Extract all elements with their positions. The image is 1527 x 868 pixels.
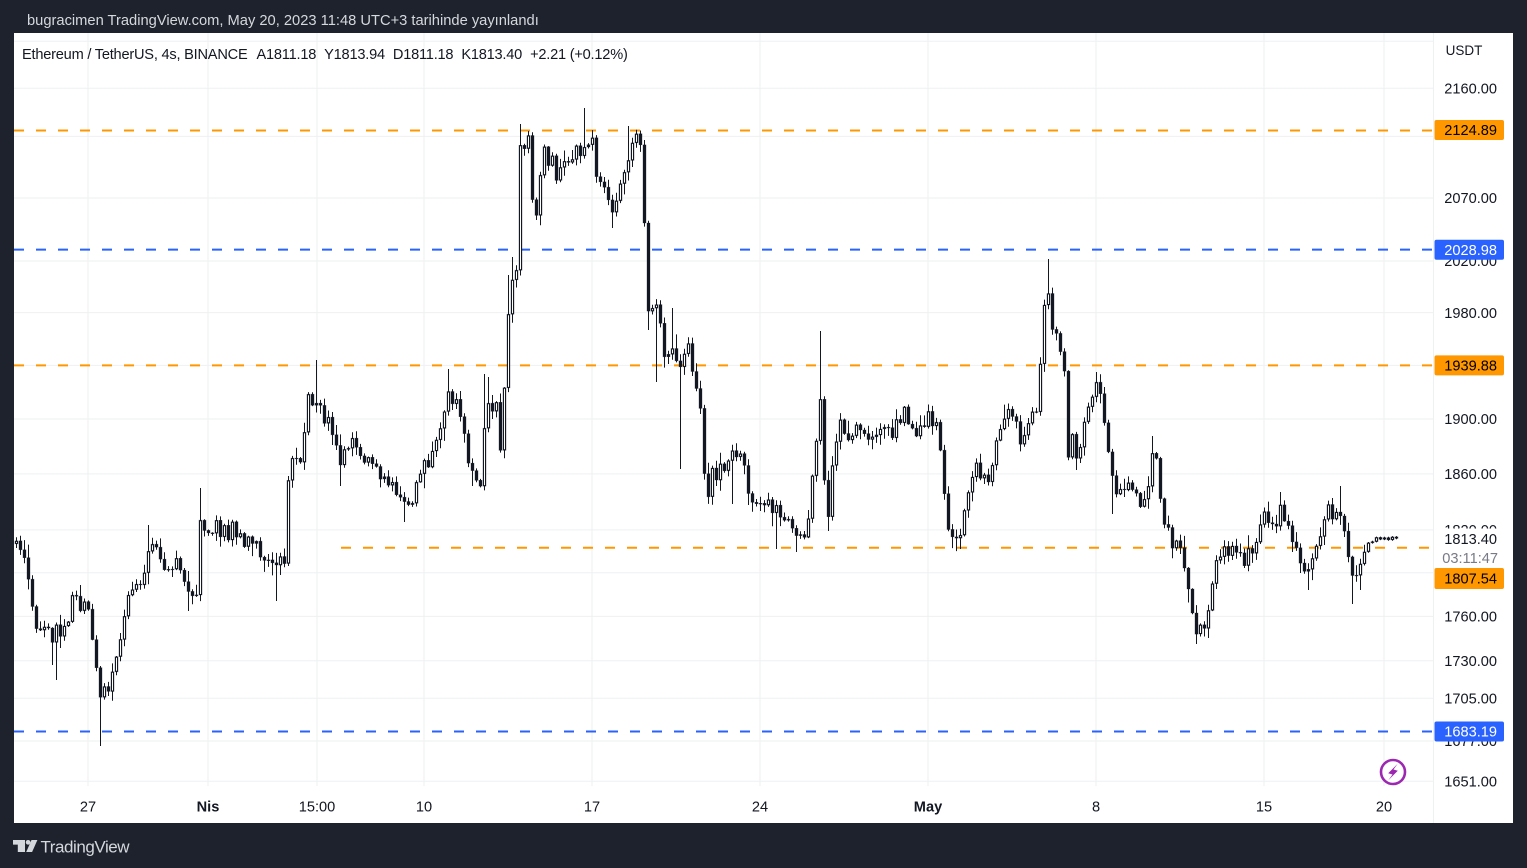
svg-text:1683.19: 1683.19 (1444, 725, 1497, 741)
svg-text:1651.00: 1651.00 (1444, 775, 1497, 791)
svg-text:1730.00: 1730.00 (1444, 654, 1497, 670)
svg-text:Ethereum / TetherUS, 4s, BINAN: Ethereum / TetherUS, 4s, BINANCE A1811.18… (22, 47, 628, 63)
svg-text:1760.00: 1760.00 (1444, 610, 1497, 626)
svg-text:TradingView: TradingView (41, 838, 131, 857)
svg-text:1900.00: 1900.00 (1444, 412, 1497, 428)
svg-text:2124.89: 2124.89 (1444, 123, 1497, 139)
svg-text:8: 8 (1092, 800, 1100, 816)
svg-text:USDT: USDT (1446, 43, 1483, 58)
svg-text:2160.00: 2160.00 (1444, 81, 1497, 97)
svg-text:15:00: 15:00 (299, 800, 336, 816)
svg-text:1860.00: 1860.00 (1444, 467, 1497, 483)
svg-text:15: 15 (1256, 800, 1272, 816)
svg-text:1813.40: 1813.40 (1444, 532, 1497, 548)
svg-text:20: 20 (1376, 800, 1392, 816)
svg-text:1705.00: 1705.00 (1444, 692, 1497, 708)
svg-text:2070.00: 2070.00 (1444, 191, 1497, 207)
svg-text:bugracimen TradingView.com, Ma: bugracimen TradingView.com, May 20, 2023… (27, 13, 539, 29)
svg-text:Nis: Nis (197, 800, 220, 816)
svg-text:27: 27 (80, 800, 96, 816)
svg-text:17: 17 (584, 800, 600, 816)
svg-text:1980.00: 1980.00 (1444, 306, 1497, 322)
svg-text:May: May (914, 800, 943, 816)
svg-text:10: 10 (416, 800, 432, 816)
svg-text:1939.88: 1939.88 (1444, 359, 1497, 375)
svg-text:03:11:47: 03:11:47 (1442, 551, 1498, 567)
svg-text:2028.98: 2028.98 (1444, 243, 1497, 259)
svg-text:24: 24 (752, 800, 768, 816)
svg-text:1807.54: 1807.54 (1444, 572, 1497, 588)
